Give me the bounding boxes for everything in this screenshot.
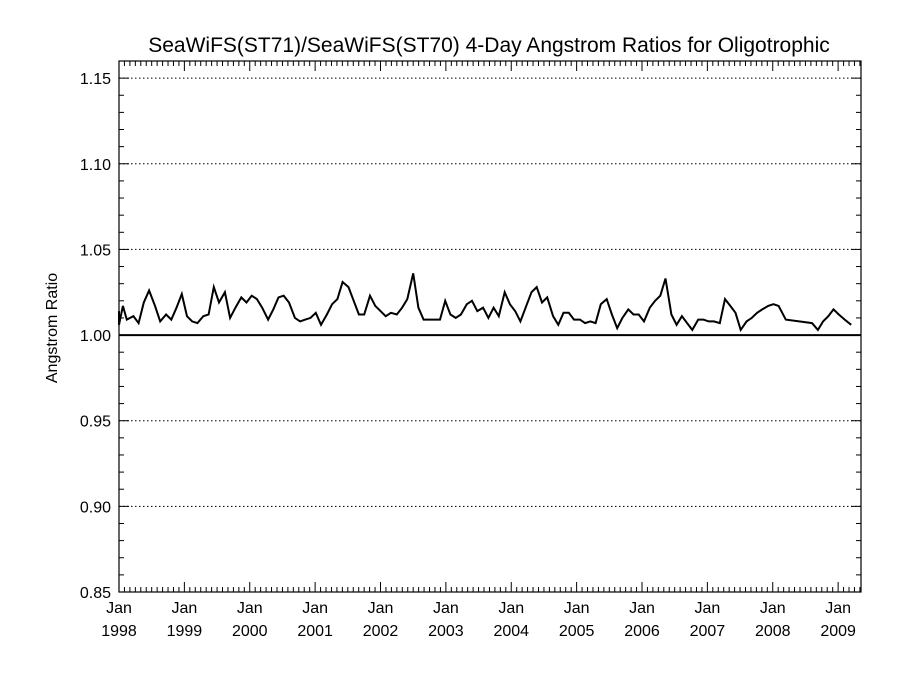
x-tick-month-label: Jan	[302, 600, 328, 617]
x-tick-year-label: 2003	[428, 623, 464, 640]
y-tick-label: 1.15	[80, 71, 111, 88]
x-tick-year-label: 2006	[624, 623, 660, 640]
x-tick-year-label: 2000	[232, 623, 268, 640]
y-axis: 0.85 0.90 0.95 1.00 1.05 1.10 1.15	[80, 60, 861, 602]
plot-frame	[118, 60, 862, 593]
x-tick-month-label: Jan	[825, 600, 851, 617]
x-tick-year-label: 1999	[167, 623, 203, 640]
x-tick-year-label: 1998	[101, 623, 137, 640]
x-tick-month-label: Jan	[368, 600, 394, 617]
x-tick-month-label: Jan	[106, 600, 132, 617]
x-tick-month-label: Jan	[237, 600, 263, 617]
x-axis: Jan 1998 Jan 1999 Jan 2000 Jan 2001 Jan 2002 Jan 20…	[101, 61, 861, 640]
x-tick-year-label: 2009	[820, 623, 856, 640]
x-tick-year-label: 2002	[363, 623, 399, 640]
y-tick-label: 1.05	[80, 242, 111, 259]
y-tick-label: 0.90	[80, 499, 111, 516]
y-tick-label: 0.85	[80, 585, 111, 602]
x-tick-year-label: 2001	[297, 623, 333, 640]
y-tick-label: 1.10	[80, 157, 111, 174]
y-axis-label: Angstrom Ratio	[44, 273, 61, 383]
x-tick-year-label: 2007	[690, 623, 726, 640]
y-tick-label: 1.00	[80, 328, 111, 345]
x-tick-year-label: 2005	[559, 623, 595, 640]
y-tick-label: 0.95	[80, 414, 111, 431]
grid-lines	[119, 77, 861, 507]
x-tick-month-label: Jan	[629, 600, 655, 617]
x-tick-month-label: Jan	[694, 600, 720, 617]
x-tick-month-label: Jan	[564, 600, 590, 617]
chart-title: SeaWiFS(ST71)/SeaWiFS(ST70) 4-Day Angstr…	[148, 34, 830, 57]
x-tick-month-label: Jan	[433, 600, 459, 617]
x-tick-month-label: Jan	[760, 600, 786, 617]
series-group	[118, 273, 852, 333]
x-tick-month-label: Jan	[498, 600, 524, 617]
x-tick-month-label: Jan	[171, 600, 197, 617]
x-tick-year-label: 2008	[755, 623, 791, 640]
angstrom-ratio-series-line	[118, 273, 852, 333]
x-tick-year-label: 2004	[493, 623, 529, 640]
